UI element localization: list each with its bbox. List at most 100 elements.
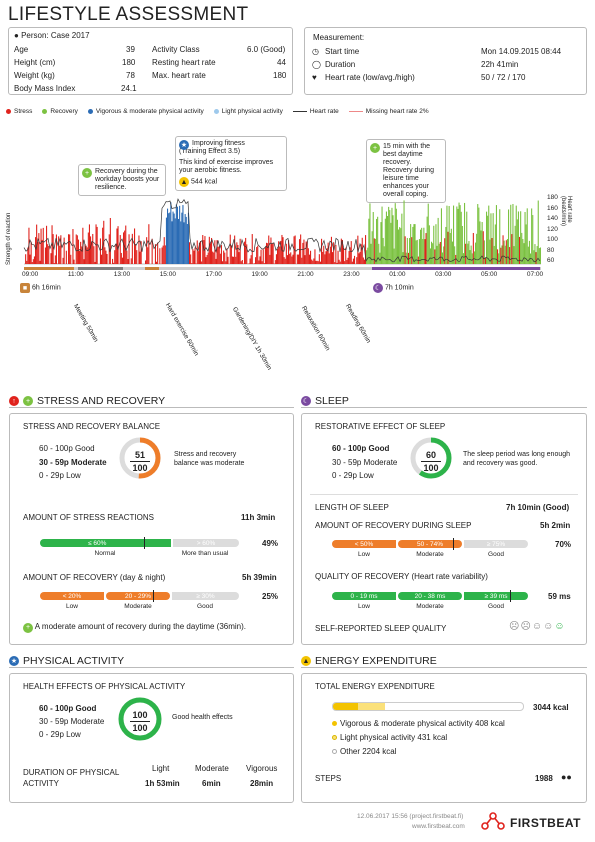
chart-bar xyxy=(161,247,163,264)
callout-improving-fitness: ★ Improving fitness (Training Effect 3.5… xyxy=(175,136,287,192)
chart-bar xyxy=(209,243,211,264)
field-label: Weight (kg) xyxy=(14,71,55,80)
chart-bar xyxy=(513,246,515,264)
chart-bar xyxy=(275,254,277,264)
chart-bar xyxy=(256,247,258,264)
chart-bar xyxy=(164,245,166,264)
chart-bar xyxy=(311,259,313,264)
stress-recovery-chart xyxy=(23,198,541,270)
chart-y-label: Strength of reaction xyxy=(6,212,12,265)
chart-bar xyxy=(335,244,337,264)
chart-bar xyxy=(159,248,161,264)
chart-bar xyxy=(35,237,37,264)
chart-bar xyxy=(426,216,428,264)
sleep-length-label: LENGTH OF SLEEP xyxy=(315,503,389,512)
chart-bar xyxy=(234,235,236,264)
chart-bar xyxy=(367,247,369,264)
chart-bar xyxy=(289,253,291,264)
chart-bar xyxy=(267,243,269,264)
chart-bar xyxy=(244,241,246,264)
chart-bar xyxy=(207,252,209,264)
chart-bar xyxy=(511,234,513,264)
balance-score: 51 xyxy=(134,450,145,460)
chart-bar xyxy=(200,241,202,264)
chart-bar xyxy=(37,242,39,264)
field-label: Body Mass Index xyxy=(14,84,76,93)
chart-bar xyxy=(326,248,328,264)
recovery-footnote: + A moderate amount of recovery during t… xyxy=(23,622,246,633)
legend-stress: Stress xyxy=(6,108,32,115)
chart-bar xyxy=(482,231,484,264)
chart-bar xyxy=(205,257,207,264)
chart-bar xyxy=(241,259,243,264)
chart-bar xyxy=(350,241,352,264)
chart-bar xyxy=(410,224,412,264)
scale-low: 0 - 29p Low xyxy=(39,471,81,480)
chart-bar xyxy=(362,257,364,264)
chart-bar xyxy=(208,236,210,264)
chart-bar xyxy=(465,243,467,264)
chart-bar xyxy=(345,247,347,264)
y-tick: 120 xyxy=(547,225,558,233)
chart-bar xyxy=(134,228,136,264)
chart-bar xyxy=(70,254,72,264)
chart-bar xyxy=(33,256,35,264)
chart-bar xyxy=(285,243,287,264)
sleep-q-lbl-moderate: Moderate xyxy=(416,603,444,610)
chart-bar xyxy=(368,218,370,264)
sleep-recovery-value: 5h 2min xyxy=(540,521,571,530)
chart-bar xyxy=(502,235,504,264)
chart-bar xyxy=(191,263,193,264)
restorative-title: RESTORATIVE EFFECT OF SLEEP xyxy=(315,422,446,431)
light-label: Light xyxy=(152,764,170,773)
chart-bar xyxy=(391,207,393,264)
rec-bar-low: < 20% xyxy=(40,592,104,600)
chart-bar xyxy=(95,224,97,264)
work-strip xyxy=(24,267,74,270)
chart-bar xyxy=(394,203,396,264)
chart-bar xyxy=(506,238,508,264)
vigorous-value: 28min xyxy=(250,779,274,788)
chart-bar xyxy=(349,247,351,264)
chart-bar xyxy=(521,232,523,264)
chart-bar xyxy=(260,249,262,264)
recovery-plus-icon: + xyxy=(82,168,92,178)
chart-bar xyxy=(456,206,458,264)
chart-bar xyxy=(329,246,331,264)
chart-bar xyxy=(324,254,326,264)
moon-icon: ☾ xyxy=(373,283,383,293)
chart-bar xyxy=(274,260,276,264)
event-relaxation: Relaxation 60min xyxy=(299,305,332,353)
chart-bar xyxy=(449,232,451,264)
chart-bar xyxy=(400,228,402,264)
chart-bar xyxy=(136,250,138,264)
chart-bar xyxy=(404,236,406,264)
chart-bar xyxy=(315,260,317,264)
chart-bar xyxy=(172,211,174,264)
chart-bar xyxy=(92,233,94,264)
start-time-label: Start time xyxy=(325,47,360,56)
field-label: Max. heart rate xyxy=(152,71,206,80)
stress-pct: 49% xyxy=(262,539,279,548)
chart-bar xyxy=(356,257,358,264)
chart-bar xyxy=(195,263,197,264)
chart-bar xyxy=(239,238,241,264)
chart-bar xyxy=(402,252,404,264)
chart-bar xyxy=(428,225,430,264)
chart-bar xyxy=(493,245,495,264)
chart-bar xyxy=(251,234,253,264)
sleep-q-marker xyxy=(510,590,511,602)
chart-bar xyxy=(169,212,171,264)
field-value: 39 xyxy=(126,45,135,54)
time-tick-label: 19:00 xyxy=(251,271,268,278)
section-energy-header: ▲ ENERGY EXPENDITURE xyxy=(301,655,437,667)
chart-bar xyxy=(536,246,538,264)
time-tick-label: 01:00 xyxy=(389,271,406,278)
chart-bar xyxy=(63,237,65,264)
chart-bar xyxy=(464,202,466,264)
chart-bar xyxy=(181,212,183,264)
energy-box xyxy=(301,673,587,803)
chart-bar xyxy=(179,205,181,264)
stress-bar-high: > 60% xyxy=(173,539,239,547)
chart-bar xyxy=(96,226,98,264)
